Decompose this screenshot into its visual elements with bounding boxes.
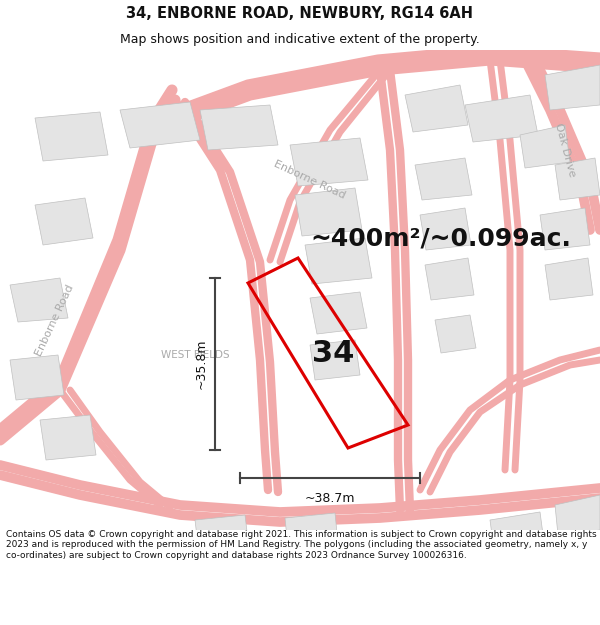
Polygon shape (540, 208, 590, 250)
Polygon shape (120, 102, 200, 148)
Polygon shape (490, 512, 544, 550)
Text: Map shows position and indicative extent of the property.: Map shows position and indicative extent… (120, 34, 480, 46)
Polygon shape (10, 355, 64, 400)
Polygon shape (195, 515, 248, 545)
Polygon shape (555, 495, 600, 535)
Text: ~400m²/~0.099ac.: ~400m²/~0.099ac. (310, 226, 571, 250)
Polygon shape (465, 95, 538, 142)
Text: Contains OS data © Crown copyright and database right 2021. This information is : Contains OS data © Crown copyright and d… (6, 530, 596, 560)
Polygon shape (200, 105, 278, 150)
Polygon shape (10, 278, 68, 322)
Text: 34: 34 (313, 339, 355, 368)
Polygon shape (310, 292, 367, 334)
Text: ~38.7m: ~38.7m (305, 491, 355, 504)
Polygon shape (425, 258, 474, 300)
Polygon shape (435, 315, 476, 353)
Polygon shape (545, 65, 600, 110)
Text: ~35.8m: ~35.8m (194, 339, 208, 389)
Polygon shape (295, 188, 362, 236)
Text: Oak Drive: Oak Drive (553, 122, 577, 178)
Polygon shape (40, 415, 96, 460)
Text: Enborne Road: Enborne Road (272, 159, 347, 201)
Polygon shape (305, 238, 372, 284)
Polygon shape (555, 158, 600, 200)
Polygon shape (310, 340, 360, 380)
Polygon shape (520, 125, 570, 168)
Polygon shape (405, 85, 468, 132)
Polygon shape (545, 258, 593, 300)
Polygon shape (35, 112, 108, 161)
Text: 34, ENBORNE ROAD, NEWBURY, RG14 6AH: 34, ENBORNE ROAD, NEWBURY, RG14 6AH (127, 6, 473, 21)
Polygon shape (415, 158, 472, 200)
Polygon shape (290, 138, 368, 186)
Polygon shape (285, 513, 338, 548)
Text: Enborne Road: Enborne Road (34, 282, 76, 357)
Polygon shape (35, 198, 93, 245)
Polygon shape (420, 208, 471, 250)
Text: WEST FIELDS: WEST FIELDS (161, 350, 229, 360)
